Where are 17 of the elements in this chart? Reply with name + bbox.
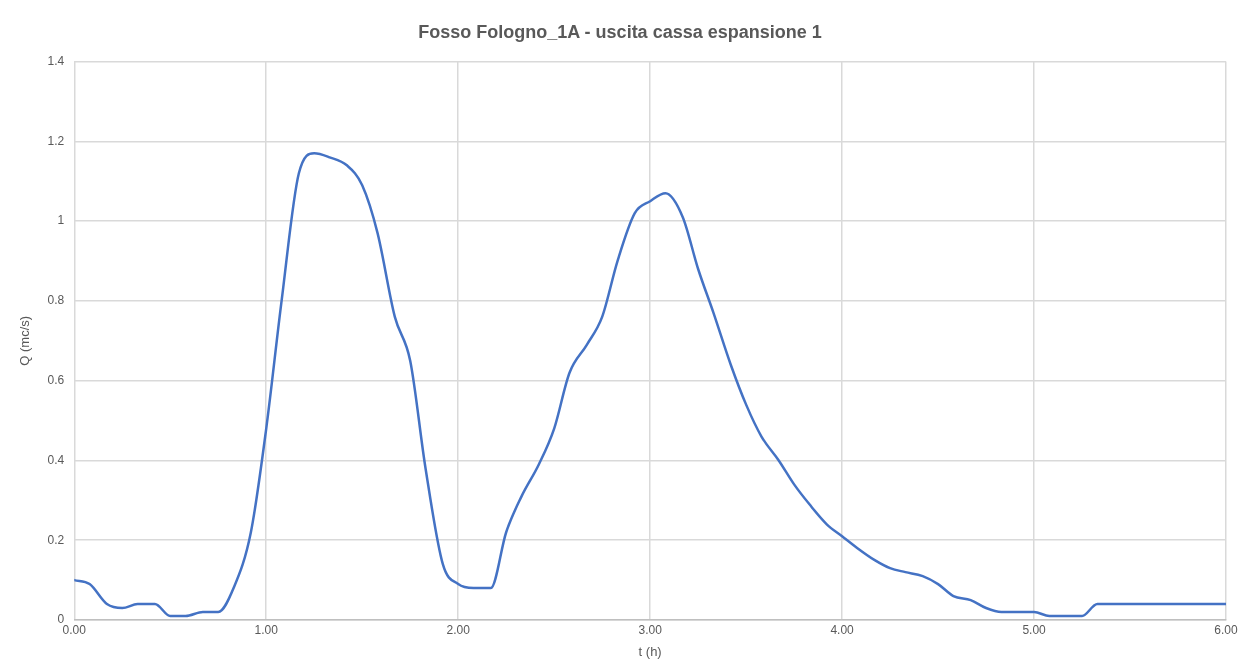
y-tick-label: 0.6 [47,373,65,387]
x-tick-label: 1.00 [254,622,279,637]
x-tick-label: 3.00 [638,622,663,637]
x-tick-label: 5.00 [1022,622,1047,637]
x-tick-label: 6.00 [1214,622,1238,637]
y-tick-label: 0.4 [47,452,65,467]
y-tick-label: 1.4 [47,53,65,68]
chart-title: Fosso Fologno_1A - uscita cassa espansione 1 [418,21,822,42]
y-tick-label: 0.2 [47,532,65,547]
y-tick-label: 1 [57,213,65,228]
y-tick-label: 0.8 [47,293,65,308]
y-axis-title: Q (mc/s) [17,315,33,366]
x-tick-label: 0.00 [62,622,87,637]
x-axis-title: t (h) [638,643,662,659]
x-tick-label: 4.00 [830,622,855,637]
x-tick-label: 2.00 [446,622,471,637]
y-tick-label: 1.2 [47,133,65,148]
